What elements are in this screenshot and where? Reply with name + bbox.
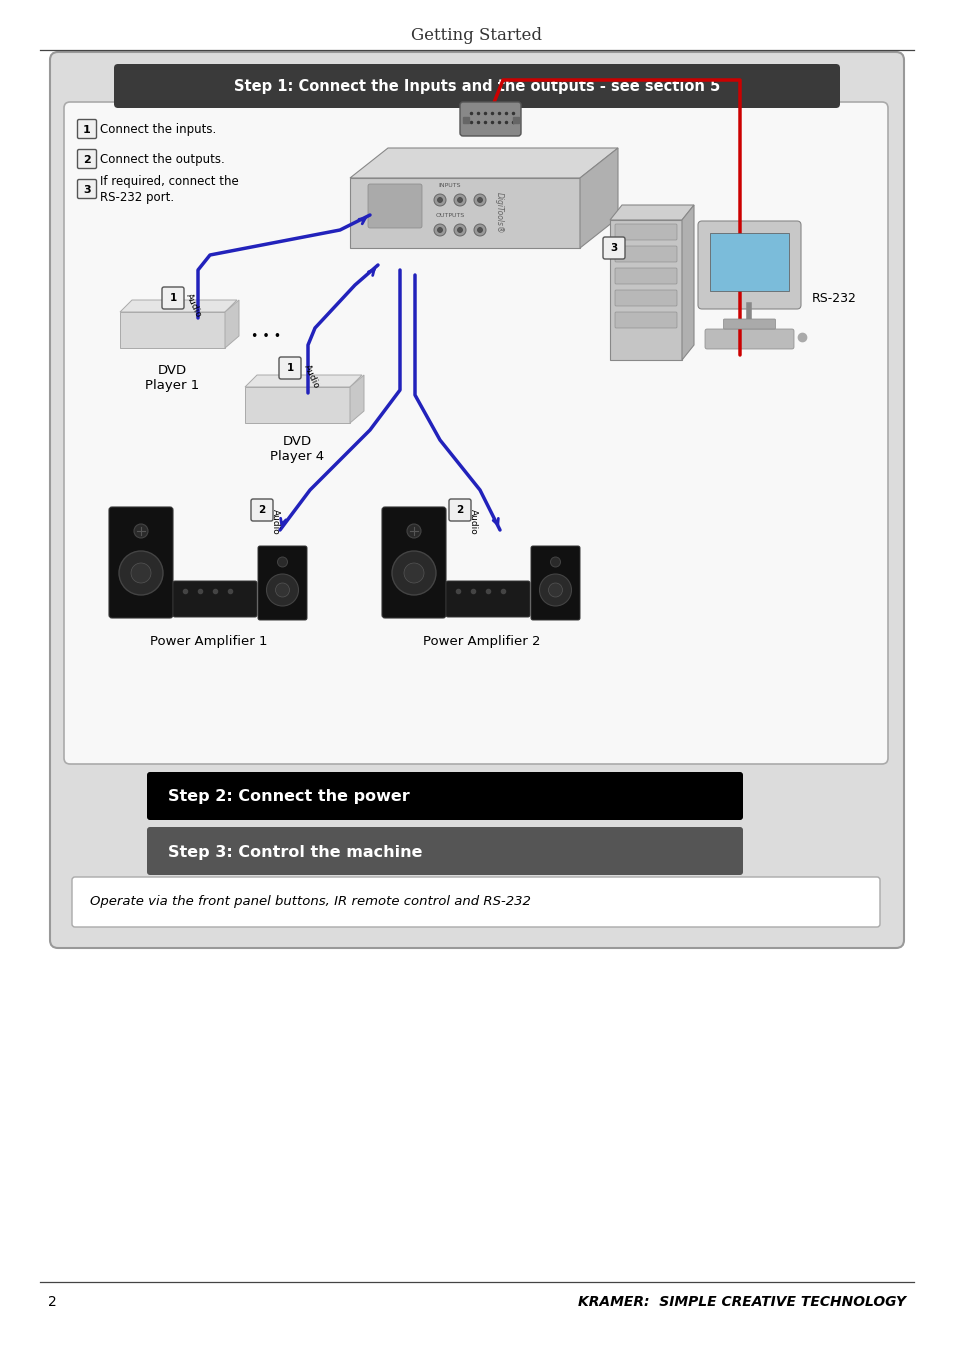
Circle shape: [277, 557, 287, 566]
Circle shape: [131, 562, 151, 583]
Text: • • •: • • •: [251, 330, 281, 342]
FancyBboxPatch shape: [381, 507, 446, 618]
Text: 2: 2: [258, 506, 265, 515]
Text: Connect the outputs.: Connect the outputs.: [100, 154, 225, 166]
Text: Audio: Audio: [302, 364, 321, 391]
FancyBboxPatch shape: [77, 119, 96, 138]
FancyBboxPatch shape: [615, 289, 677, 306]
FancyBboxPatch shape: [147, 772, 742, 821]
Text: KRAMER:  SIMPLE CREATIVE TECHNOLOGY: KRAMER: SIMPLE CREATIVE TECHNOLOGY: [578, 1295, 905, 1309]
FancyBboxPatch shape: [615, 224, 677, 241]
Text: If required, connect the
RS-232 port.: If required, connect the RS-232 port.: [100, 176, 238, 204]
FancyBboxPatch shape: [257, 546, 307, 621]
Circle shape: [407, 525, 420, 538]
Text: Power Amplifier 2: Power Amplifier 2: [422, 635, 539, 648]
Circle shape: [392, 552, 436, 595]
Text: Power Amplifier 1: Power Amplifier 1: [150, 635, 267, 648]
FancyBboxPatch shape: [709, 233, 788, 291]
FancyBboxPatch shape: [368, 184, 421, 228]
Text: DVD
Player 1: DVD Player 1: [145, 364, 199, 392]
Polygon shape: [120, 300, 236, 312]
Text: Step 2: Connect the power: Step 2: Connect the power: [168, 790, 410, 804]
Text: DVD
Player 4: DVD Player 4: [270, 435, 324, 462]
Circle shape: [457, 197, 462, 203]
Text: Audio: Audio: [184, 292, 203, 319]
Polygon shape: [245, 375, 361, 387]
Circle shape: [403, 562, 423, 583]
Text: 1: 1: [83, 124, 91, 135]
FancyBboxPatch shape: [698, 220, 801, 310]
Text: OUTPUTS: OUTPUTS: [435, 214, 464, 218]
Text: Getting Started: Getting Started: [411, 27, 542, 45]
Polygon shape: [350, 178, 579, 247]
Text: 3: 3: [610, 243, 617, 253]
FancyBboxPatch shape: [172, 581, 256, 617]
Polygon shape: [245, 387, 350, 423]
FancyBboxPatch shape: [251, 499, 273, 521]
Text: Step 1: Connect the Inputs and the outputs - see section 5: Step 1: Connect the Inputs and the outpu…: [233, 80, 720, 95]
FancyBboxPatch shape: [602, 237, 624, 260]
FancyBboxPatch shape: [278, 357, 301, 379]
FancyBboxPatch shape: [77, 150, 96, 169]
Polygon shape: [609, 206, 693, 220]
FancyBboxPatch shape: [64, 101, 887, 764]
Text: INPUTS: INPUTS: [438, 183, 460, 188]
Circle shape: [454, 224, 465, 237]
Text: 2: 2: [48, 1295, 56, 1309]
FancyBboxPatch shape: [50, 51, 903, 948]
Text: 3: 3: [83, 185, 91, 195]
Polygon shape: [681, 206, 693, 360]
Circle shape: [548, 583, 562, 598]
Circle shape: [437, 197, 442, 203]
FancyBboxPatch shape: [615, 268, 677, 284]
Circle shape: [550, 557, 560, 566]
FancyBboxPatch shape: [531, 546, 579, 621]
FancyBboxPatch shape: [162, 287, 184, 310]
Polygon shape: [120, 312, 225, 347]
FancyBboxPatch shape: [704, 329, 793, 349]
FancyBboxPatch shape: [615, 312, 677, 329]
FancyBboxPatch shape: [446, 581, 530, 617]
Polygon shape: [609, 220, 681, 360]
FancyBboxPatch shape: [77, 180, 96, 199]
Circle shape: [474, 193, 485, 206]
Circle shape: [275, 583, 289, 598]
Circle shape: [454, 193, 465, 206]
Circle shape: [119, 552, 163, 595]
FancyBboxPatch shape: [109, 507, 172, 618]
Text: 2: 2: [456, 506, 463, 515]
Polygon shape: [350, 147, 618, 178]
FancyBboxPatch shape: [71, 877, 879, 927]
Text: 1: 1: [286, 362, 294, 373]
Polygon shape: [350, 375, 364, 423]
Text: 1: 1: [170, 293, 176, 303]
FancyBboxPatch shape: [449, 499, 471, 521]
Circle shape: [133, 525, 148, 538]
Text: 2: 2: [83, 155, 91, 165]
FancyBboxPatch shape: [113, 64, 840, 108]
Circle shape: [457, 227, 462, 233]
Text: DigiTools®: DigiTools®: [495, 192, 503, 234]
Text: Audio: Audio: [271, 510, 280, 535]
Text: Audio: Audio: [469, 510, 477, 535]
Polygon shape: [579, 147, 618, 247]
FancyBboxPatch shape: [147, 827, 742, 875]
FancyBboxPatch shape: [722, 319, 775, 329]
Polygon shape: [225, 300, 239, 347]
Text: Step 3: Control the machine: Step 3: Control the machine: [168, 845, 422, 860]
FancyBboxPatch shape: [459, 101, 520, 137]
Circle shape: [477, 197, 482, 203]
Circle shape: [437, 227, 442, 233]
FancyBboxPatch shape: [615, 246, 677, 262]
Circle shape: [539, 575, 571, 606]
Circle shape: [474, 224, 485, 237]
Text: Connect the inputs.: Connect the inputs.: [100, 123, 216, 137]
Text: RS-232: RS-232: [811, 292, 856, 304]
Circle shape: [477, 227, 482, 233]
Circle shape: [434, 224, 446, 237]
Text: Operate via the front panel buttons, IR remote control and RS-232: Operate via the front panel buttons, IR …: [90, 895, 530, 909]
Circle shape: [266, 575, 298, 606]
Circle shape: [434, 193, 446, 206]
